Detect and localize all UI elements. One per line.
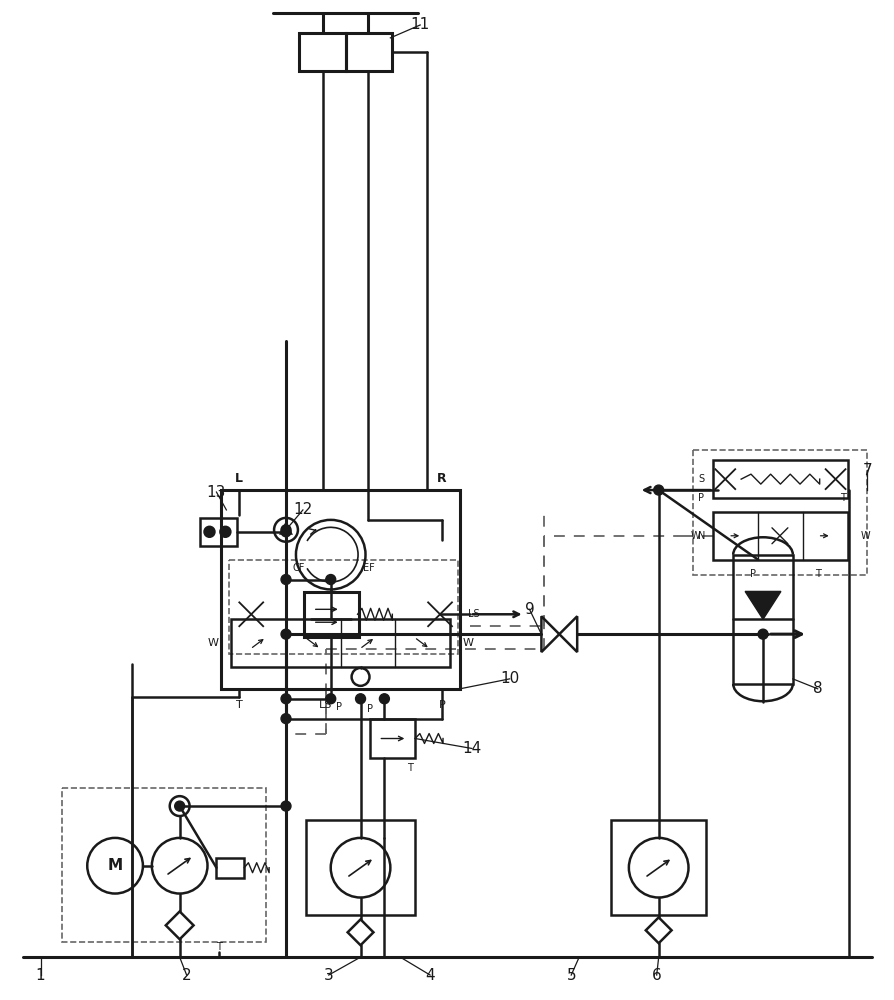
Text: P: P [697,493,704,503]
Text: P: P [367,704,373,714]
Text: 5: 5 [566,968,576,983]
Circle shape [281,694,291,704]
Bar [713,512,847,560]
Bar [229,560,458,654]
Text: 10: 10 [500,671,519,686]
Text: 1: 1 [36,968,46,983]
Circle shape [220,527,230,537]
Text: 8: 8 [812,681,822,696]
Text: 11: 11 [410,17,429,32]
Bar [63,788,266,942]
Bar [299,33,345,71]
Bar [713,460,847,498]
Circle shape [325,694,335,704]
Circle shape [355,694,365,704]
Text: P: P [749,569,755,579]
Text: W: W [860,531,869,541]
Text: R: R [437,472,446,485]
Circle shape [653,485,663,495]
Bar [231,619,450,667]
Circle shape [757,629,767,639]
Text: 3: 3 [324,968,333,983]
Text: 12: 12 [293,502,312,517]
Circle shape [379,694,389,704]
Text: N: N [697,531,704,541]
Bar [304,592,358,637]
Text: EF: EF [362,563,374,573]
Bar [221,490,460,689]
Text: 7: 7 [862,463,872,478]
Text: W: W [207,638,219,648]
Circle shape [174,801,184,811]
Text: P: P [335,702,342,712]
Text: W: W [690,531,699,541]
Text: LS: LS [319,700,332,710]
Bar [693,450,866,575]
Bar [199,518,237,546]
Text: T: T [407,763,413,773]
Bar [345,33,392,71]
Circle shape [281,801,291,811]
Text: 9: 9 [524,602,534,617]
Text: 4: 4 [425,968,434,983]
Text: S: S [697,474,704,484]
Text: M: M [107,858,122,873]
Text: 14: 14 [461,741,481,756]
Circle shape [281,714,291,724]
Text: P: P [438,700,445,710]
Bar [306,820,415,915]
Text: T: T [236,700,242,710]
Text: T: T [839,493,845,503]
Circle shape [281,629,291,639]
Circle shape [325,575,335,584]
Bar [732,555,792,684]
Text: W: W [462,638,473,648]
Text: 2: 2 [181,968,191,983]
Circle shape [281,527,291,537]
Text: L: L [235,472,243,485]
Circle shape [281,575,291,584]
Text: 6: 6 [651,968,661,983]
Bar [611,820,705,915]
Text: T: T [216,942,222,952]
Circle shape [281,525,291,535]
Circle shape [205,527,215,537]
Polygon shape [745,591,780,619]
Text: 13: 13 [207,485,226,500]
Polygon shape [279,521,292,535]
Text: LS: LS [468,609,479,619]
Bar [370,719,415,758]
Text: T: T [814,569,820,579]
Text: CF: CF [292,563,305,573]
Bar [216,858,244,878]
